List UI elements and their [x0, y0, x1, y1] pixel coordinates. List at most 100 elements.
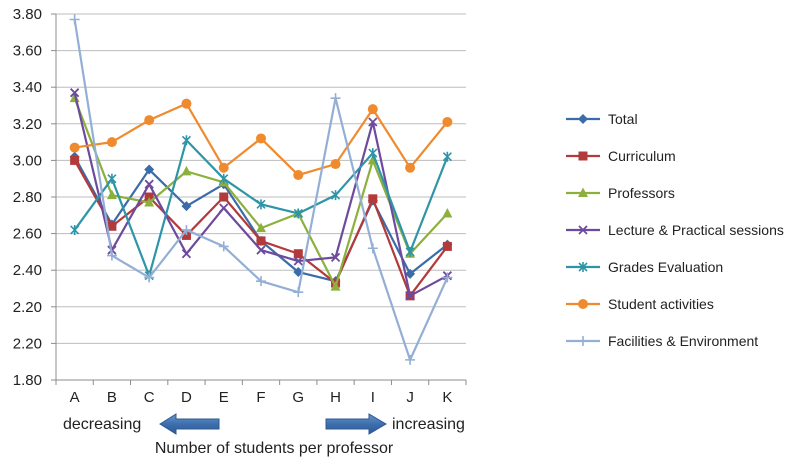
gridlines [56, 13, 466, 344]
annotations: decreasing increasing Number of students… [63, 413, 465, 457]
series-line [73, 19, 449, 361]
x-tick-label: F [256, 389, 265, 406]
data-point [256, 133, 266, 144]
data-point [578, 187, 588, 197]
x-tick-label: D [181, 389, 192, 406]
legend-label: Curriculum [608, 148, 676, 164]
y-tick-label: 2.20 [13, 335, 42, 352]
data-point [293, 249, 303, 259]
series-grades-evaluation [70, 135, 452, 281]
data-point [256, 245, 266, 255]
legend-item: Professors [566, 185, 675, 201]
x-tick-label: I [371, 389, 375, 406]
right-arrow-icon [325, 413, 387, 435]
legend-item: Grades Evaluation [566, 259, 723, 275]
y-tick-label: 3.60 [13, 43, 42, 60]
data-point [218, 241, 229, 252]
y-tick-label: 2.80 [13, 189, 42, 206]
data-point [144, 179, 154, 189]
legend-item: Facilities & Environment [566, 333, 758, 349]
y-tick-label: 2.20 [13, 299, 42, 316]
data-point [181, 201, 192, 212]
legend-label: Lecture & Practical sessions [608, 222, 784, 238]
data-point [578, 299, 588, 309]
data-point [70, 224, 80, 235]
data-point [70, 155, 80, 165]
legend-item: Curriculum [566, 148, 676, 164]
data-point [219, 192, 229, 202]
data-point [330, 281, 341, 291]
data-point [144, 115, 155, 126]
data-point [181, 98, 192, 109]
data-point [578, 262, 588, 272]
data-point [330, 159, 341, 170]
data-point [144, 272, 155, 283]
x-tick-label: B [107, 389, 117, 406]
data-point [368, 148, 378, 159]
data-point [442, 272, 453, 283]
data-point [405, 291, 415, 301]
x-axis-title: Number of students per professor [155, 440, 394, 457]
data-point [69, 14, 80, 25]
legend: Total Curriculum Professors Lecture & Pract… [566, 111, 784, 349]
data-point [256, 199, 266, 210]
data-point [578, 114, 588, 124]
x-tick-label: G [292, 389, 304, 406]
y-tick-label: 2.40 [13, 262, 42, 279]
decreasing-label: decreasing [63, 416, 141, 433]
x-tick-label: A [70, 389, 80, 406]
data-point [219, 203, 229, 213]
data-point [144, 196, 155, 207]
data-point [293, 208, 303, 219]
data-point [181, 135, 192, 146]
legend-item: Lecture & Practical sessions [566, 222, 784, 238]
data-point [367, 104, 378, 115]
series-facilities-environment [69, 14, 453, 365]
increasing-label: increasing [392, 416, 465, 433]
data-point [106, 189, 117, 200]
data-point [330, 190, 341, 201]
legend-label: Professors [608, 185, 675, 201]
data-point [69, 142, 80, 153]
y-tick-label: 3.00 [13, 152, 42, 169]
data-point [405, 162, 416, 173]
data-point [256, 222, 266, 233]
data-point [442, 207, 453, 218]
series-line [73, 97, 449, 288]
y-tick-label: 3.20 [13, 116, 42, 133]
data-point [106, 137, 117, 148]
data-point [293, 170, 304, 181]
data-point [181, 224, 192, 235]
data-point [256, 276, 266, 287]
data-point [367, 243, 378, 254]
data-point [330, 252, 341, 263]
data-point [181, 230, 191, 240]
x-tick-label: K [442, 389, 452, 406]
data-point [107, 221, 117, 231]
legend-item: Total [566, 111, 638, 127]
axes: 1.80 2.20 2.20 2.40 2.60 2.80 3.00 3.20 3.40 3.60… [13, 6, 467, 406]
data-point [368, 194, 378, 204]
data-point [144, 164, 155, 175]
plot-series [69, 14, 453, 365]
x-tick-label: H [330, 389, 341, 406]
data-point [368, 117, 378, 127]
data-point [405, 246, 415, 257]
data-point [442, 151, 452, 162]
series-professors [69, 92, 453, 291]
y-tick-label: 3.40 [13, 79, 42, 96]
legend-label: Grades Evaluation [608, 259, 723, 275]
data-point [256, 236, 266, 246]
legend-label: Total [608, 111, 638, 127]
data-point [578, 336, 588, 346]
data-point [106, 250, 117, 261]
x-tick-label: C [144, 389, 155, 406]
data-point [578, 225, 588, 235]
data-point [107, 173, 117, 184]
legend-item: Student activities [566, 296, 714, 312]
data-point [181, 165, 192, 176]
data-point [405, 268, 416, 279]
x-tick-label: E [219, 389, 229, 406]
left-arrow-icon [159, 413, 220, 435]
